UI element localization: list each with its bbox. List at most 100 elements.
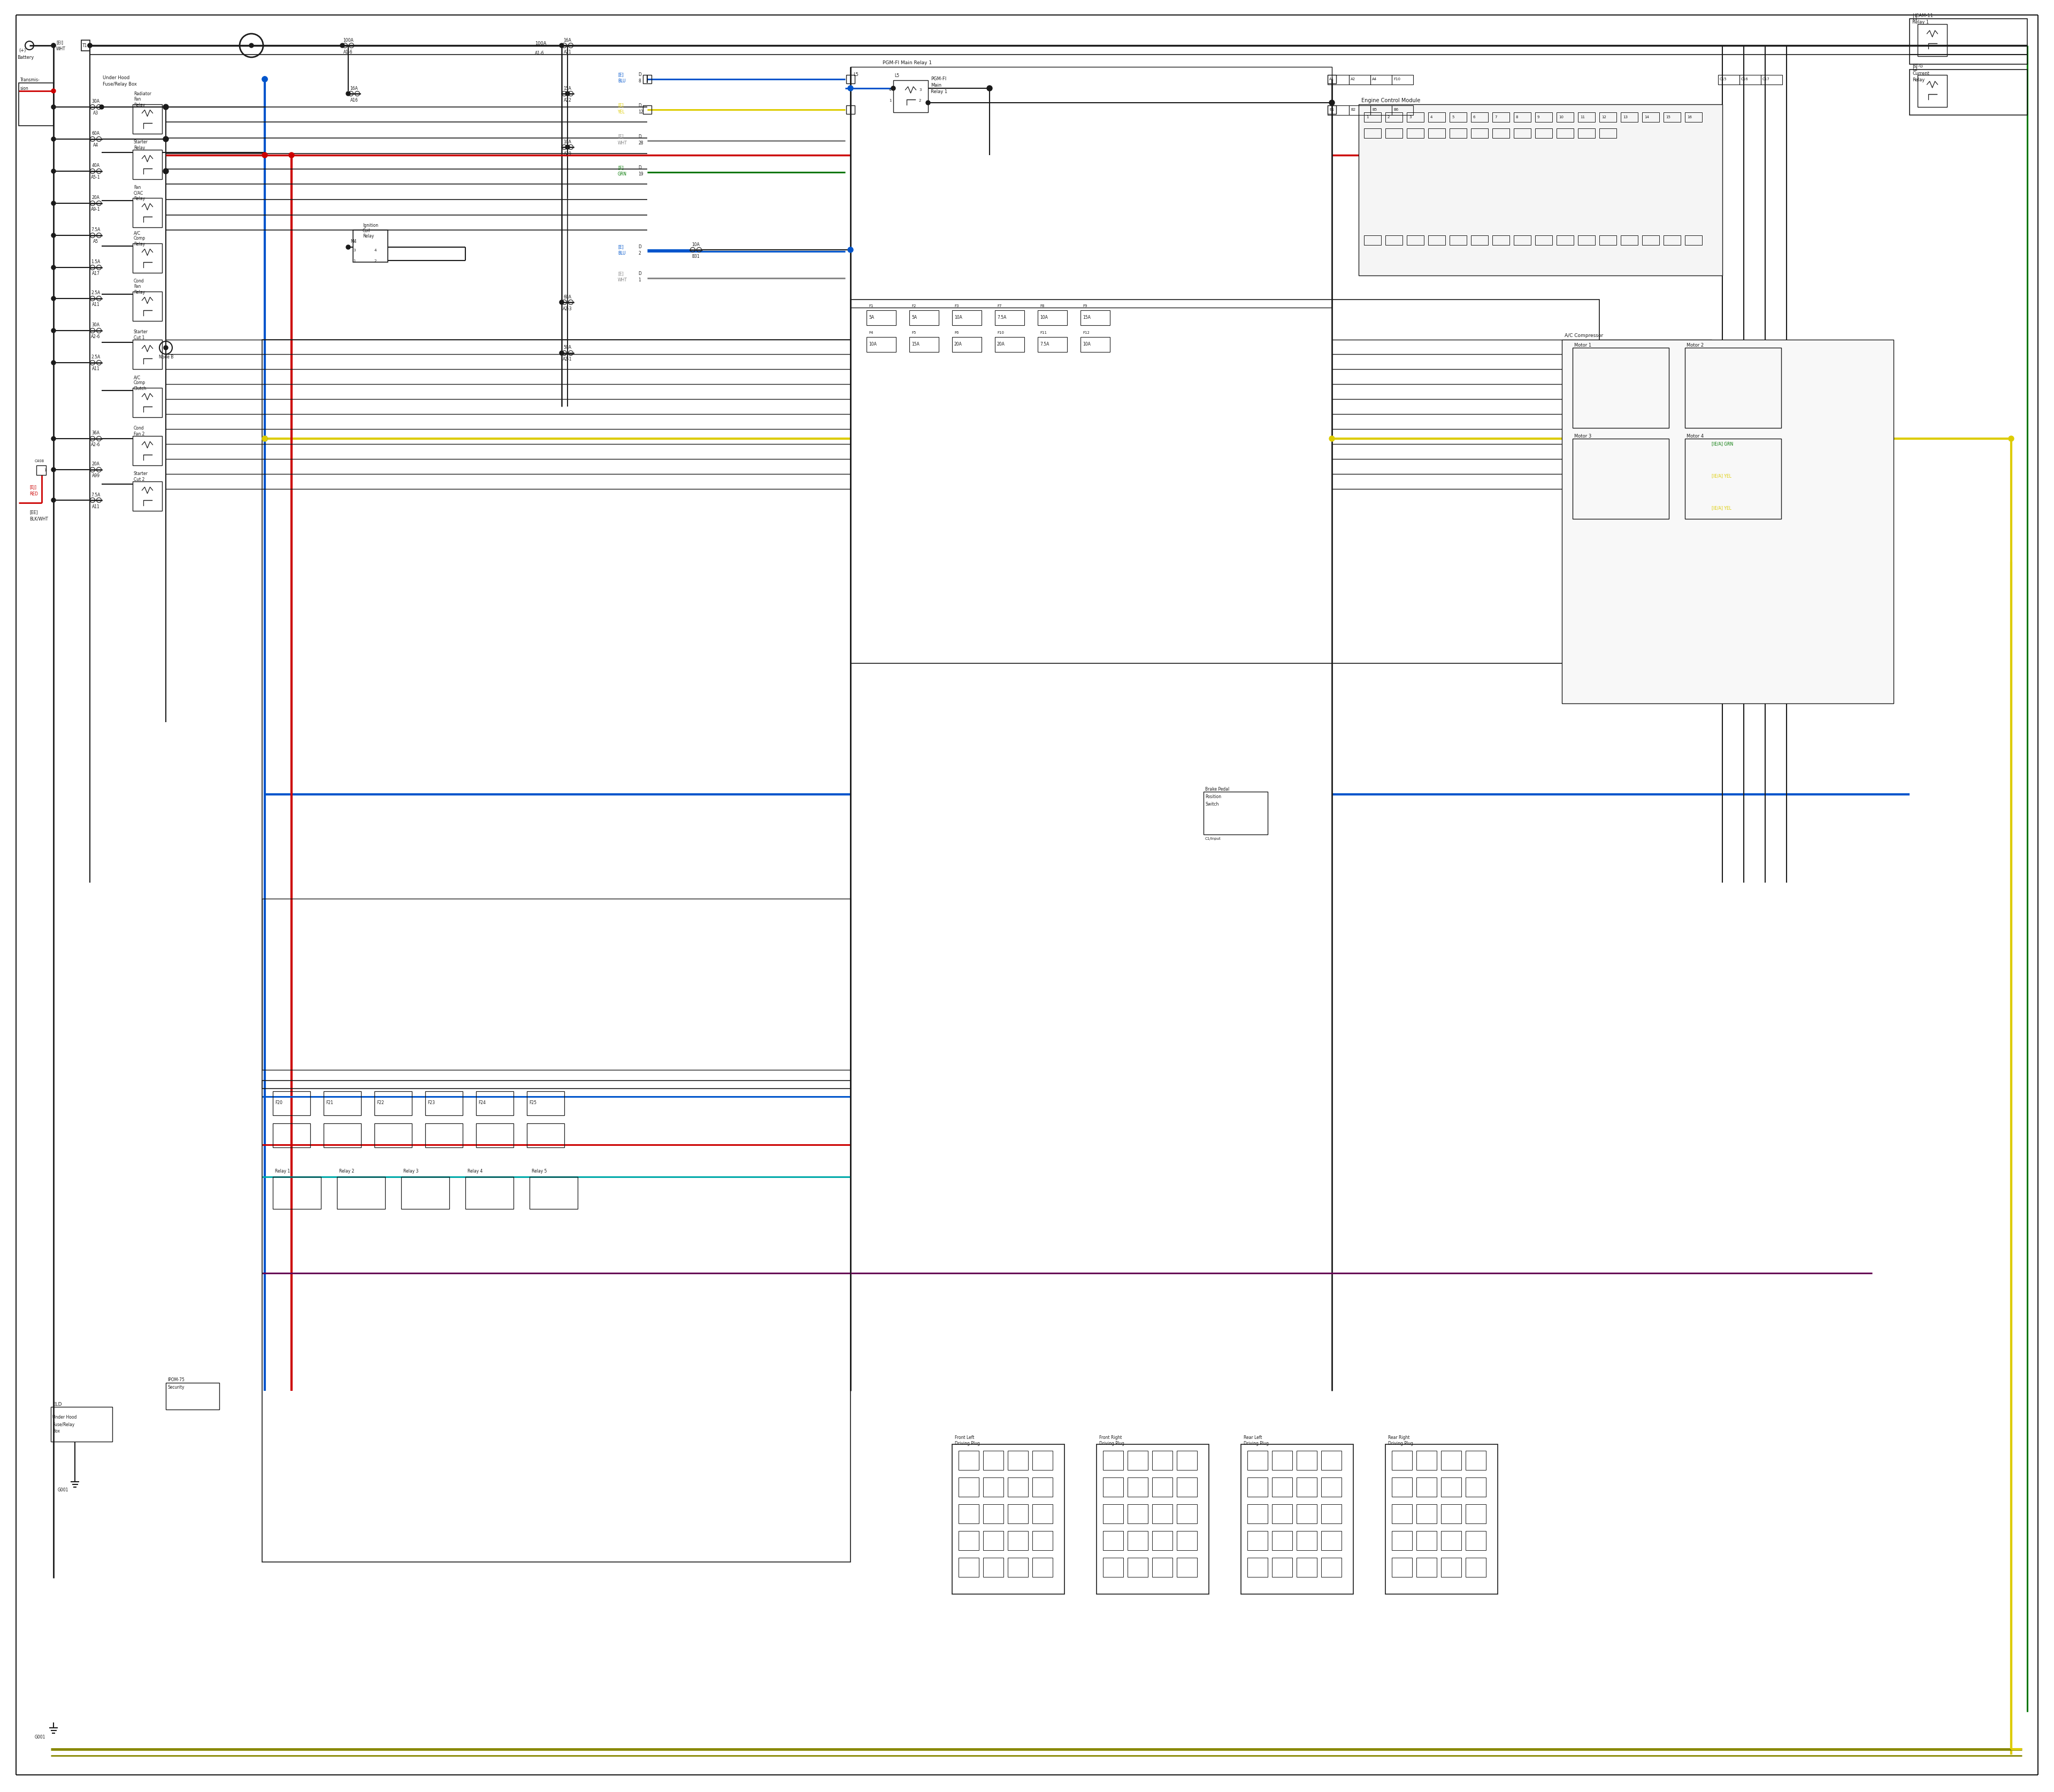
Bar (1717, 75, 1740, 84)
Text: Radiator
Fan
Relay: Radiator Fan Relay (134, 91, 152, 108)
Text: Relay: Relay (364, 235, 374, 238)
Text: IPOM-75: IPOM-75 (168, 1378, 185, 1382)
Bar (1033, 1530, 1052, 1550)
Bar (1428, 235, 1446, 246)
Text: 1: 1 (639, 278, 641, 283)
Text: C1/Input: C1/Input (1206, 837, 1220, 840)
Circle shape (559, 299, 563, 305)
Text: Cond
Fan 2: Cond Fan 2 (134, 426, 144, 435)
Text: D: D (639, 271, 641, 276)
Bar (1514, 235, 1530, 246)
Text: 7.5A: 7.5A (90, 228, 101, 233)
Text: L5: L5 (893, 73, 900, 77)
Bar (1152, 1530, 1173, 1550)
Text: C408: C408 (35, 459, 45, 462)
Circle shape (345, 246, 351, 249)
Bar (959, 1452, 980, 1469)
Text: B2: B2 (1352, 108, 1356, 111)
Text: Security: Security (168, 1385, 185, 1391)
Bar (1128, 1530, 1148, 1550)
Bar (1009, 1557, 1029, 1577)
Text: 10A: 10A (869, 342, 877, 348)
Text: L2: L2 (1912, 66, 1918, 72)
Bar (1321, 1557, 1341, 1577)
Bar (1037, 337, 1068, 351)
Bar (1152, 1452, 1173, 1469)
Bar (1393, 1557, 1413, 1577)
Text: A21: A21 (563, 50, 571, 54)
Text: [IE/A] GRN: [IE/A] GRN (1711, 441, 1734, 446)
Text: Starter
Relay: Starter Relay (134, 140, 148, 151)
Circle shape (263, 77, 267, 82)
Text: Relay 4: Relay 4 (468, 1168, 483, 1174)
Text: M4: M4 (351, 240, 357, 244)
Circle shape (51, 43, 55, 48)
Bar (353, 229, 388, 262)
Text: F1: F1 (869, 305, 873, 308)
Bar (1493, 235, 1510, 246)
Circle shape (926, 100, 930, 106)
Text: ELD: ELD (53, 1401, 62, 1407)
Text: 1: 1 (889, 99, 891, 102)
Text: 2: 2 (639, 251, 641, 256)
Bar (953, 310, 982, 324)
Bar (1296, 1452, 1317, 1469)
Text: F7: F7 (996, 305, 1002, 308)
Text: Current: Current (1912, 72, 1929, 75)
Text: RED: RED (29, 491, 37, 496)
Text: Motor 2: Motor 2 (1686, 342, 1703, 348)
Text: [E]: [E] (618, 246, 624, 249)
Text: PGM-FI: PGM-FI (930, 77, 947, 82)
Bar (1621, 113, 1637, 122)
Text: F22: F22 (376, 1100, 384, 1106)
Text: F24: F24 (479, 1100, 485, 1106)
Bar (1417, 1477, 1436, 1496)
Text: 3: 3 (353, 249, 355, 253)
Text: A4: A4 (92, 143, 99, 149)
Text: A4: A4 (1372, 77, 1376, 81)
Text: A16: A16 (349, 97, 357, 102)
Text: 100A: 100A (534, 41, 546, 47)
Bar (1327, 75, 1349, 84)
Bar (273, 1091, 310, 1115)
Bar (1321, 1530, 1341, 1550)
Bar (325, 1091, 362, 1115)
Circle shape (345, 91, 351, 95)
Bar (1557, 113, 1573, 122)
Bar (1684, 348, 1781, 428)
Text: F21: F21 (327, 1100, 333, 1106)
Bar (1080, 337, 1109, 351)
Text: Box: Box (53, 1428, 60, 1434)
Text: 7.5A: 7.5A (90, 493, 101, 496)
Circle shape (51, 201, 55, 206)
Text: 10: 10 (1559, 115, 1563, 118)
Text: Fuse/Relay Box: Fuse/Relay Box (103, 82, 138, 88)
Bar (134, 482, 162, 511)
Text: [E]: [E] (618, 271, 624, 276)
Bar (1450, 129, 1467, 138)
Bar (893, 81, 928, 113)
Text: C16: C16 (1742, 77, 1748, 81)
Bar (1467, 1530, 1485, 1550)
Text: Rear Right
Driving Plug: Rear Right Driving Plug (1389, 1435, 1413, 1446)
Bar (1009, 1503, 1029, 1523)
Text: (+): (+) (18, 48, 27, 54)
Text: C17: C17 (1762, 77, 1771, 81)
Text: F11: F11 (1039, 332, 1048, 335)
Text: C15: C15 (1719, 77, 1727, 81)
Bar (984, 1557, 1004, 1577)
Text: 16A: 16A (349, 86, 357, 91)
Circle shape (88, 43, 92, 48)
Bar (134, 292, 162, 321)
Text: 60A: 60A (92, 131, 101, 136)
Bar (1321, 1503, 1341, 1523)
Text: 8: 8 (1516, 115, 1518, 118)
Text: 2.5A: 2.5A (90, 355, 101, 360)
Text: A5: A5 (92, 240, 99, 244)
Text: 100A: 100A (343, 38, 353, 43)
Text: A11: A11 (92, 303, 101, 306)
Text: Coil: Coil (364, 229, 370, 233)
Text: G001: G001 (35, 1735, 45, 1740)
Bar (1103, 1452, 1124, 1469)
Text: Starter
Cut 1: Starter Cut 1 (134, 330, 148, 340)
